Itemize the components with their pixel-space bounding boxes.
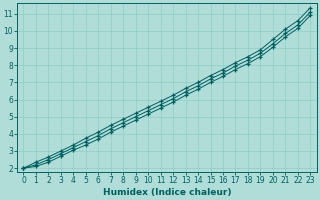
- X-axis label: Humidex (Indice chaleur): Humidex (Indice chaleur): [103, 188, 231, 197]
